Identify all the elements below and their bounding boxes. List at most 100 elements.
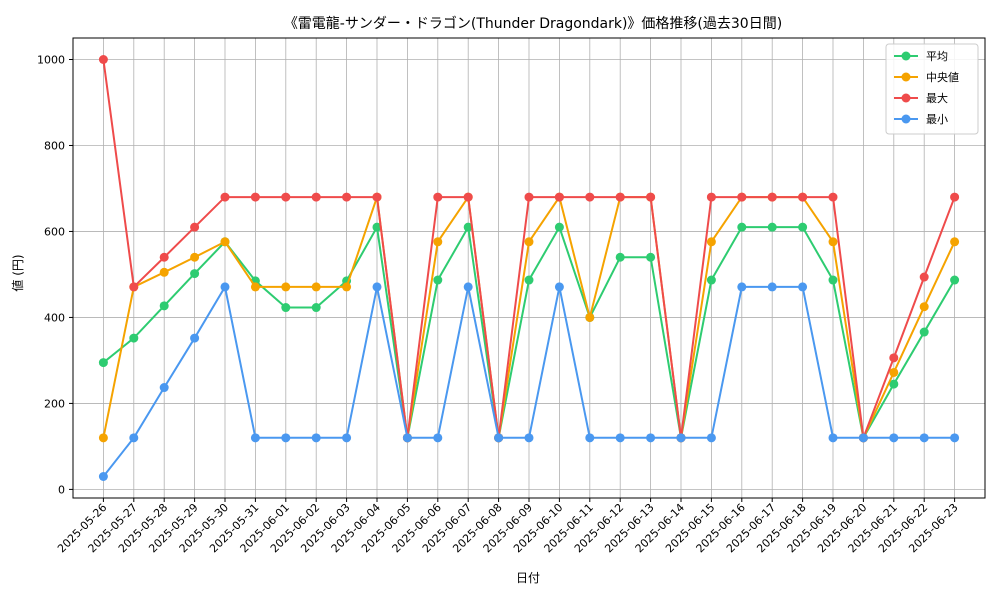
y-tick-label: 1000 [37,53,65,66]
data-point [585,433,595,443]
y-tick-label: 200 [44,397,65,410]
data-point [646,192,656,202]
y-tick-label: 400 [44,311,65,324]
data-point [494,433,504,443]
data-point [159,252,169,262]
data-point [220,237,230,247]
data-point [220,282,230,292]
data-point [950,275,960,285]
data-point [798,282,808,292]
data-point [463,192,473,202]
data-point [98,472,108,482]
data-point [342,192,352,202]
legend-marker [901,93,911,103]
chart-title: 《雷電龍-サンダー・ドラゴン(Thunder Dragondark)》価格推移(… [284,15,782,32]
data-point [159,383,169,393]
data-point [433,433,443,443]
x-axis-label: 日付 [516,571,540,585]
data-point [889,353,899,363]
data-point [767,282,777,292]
data-point [433,275,443,285]
data-point [463,222,473,232]
data-point [585,312,595,322]
legend-label: 最小 [926,113,948,126]
data-point [919,433,929,443]
data-point [311,303,321,313]
data-point [281,192,291,202]
data-point [190,252,200,262]
data-point [129,333,139,343]
data-point [372,282,382,292]
data-point [342,282,352,292]
data-point [798,192,808,202]
data-point [706,433,716,443]
data-point [919,302,929,312]
data-point [615,433,625,443]
data-point [190,269,200,279]
data-point [950,433,960,443]
y-axis-label: 値 (円) [10,254,25,291]
data-point [858,433,868,443]
legend-label: 最大 [926,91,948,105]
legend-marker [901,51,911,61]
y-tick-label: 0 [58,483,65,496]
data-point [311,192,321,202]
data-point [767,222,777,232]
data-point [615,192,625,202]
data-point [676,433,686,443]
y-tick-label: 600 [44,225,65,238]
data-point [372,192,382,202]
data-point [190,222,200,232]
data-point [706,237,716,247]
data-point [646,252,656,262]
data-point [250,433,260,443]
data-point [250,282,260,292]
data-point [950,192,960,202]
data-point [889,367,899,377]
data-point [828,433,838,443]
data-point [524,192,534,202]
legend-marker [901,72,911,82]
data-point [463,282,473,292]
data-point [737,282,747,292]
data-point [159,301,169,311]
data-point [554,282,564,292]
legend-label: 中央値 [926,71,959,84]
legend-marker [901,114,911,124]
data-point [281,303,291,313]
legend-box [885,43,979,135]
data-point [828,192,838,202]
data-point [524,433,534,443]
data-point [646,433,656,443]
data-point [402,433,412,443]
data-point [250,192,260,202]
data-point [798,222,808,232]
data-point [919,272,929,282]
data-point [372,222,382,232]
legend-label: 平均 [926,50,948,63]
data-point [98,433,108,443]
data-point [98,358,108,368]
y-tick-label: 800 [44,139,65,152]
data-point [919,327,929,337]
data-point [737,192,747,202]
data-point [311,282,321,292]
data-point [737,222,747,232]
data-point [190,333,200,343]
data-point [706,275,716,285]
data-point [615,252,625,262]
data-point [950,237,960,247]
data-point [524,275,534,285]
data-point [220,192,230,202]
data-point [828,275,838,285]
data-point [311,433,321,443]
data-point [889,379,899,389]
plot-area: 020040060080010002025-05-262025-05-27202… [37,37,986,555]
data-point [554,192,564,202]
data-point [281,282,291,292]
data-point [767,192,777,202]
data-point [554,222,564,232]
data-point [889,433,899,443]
